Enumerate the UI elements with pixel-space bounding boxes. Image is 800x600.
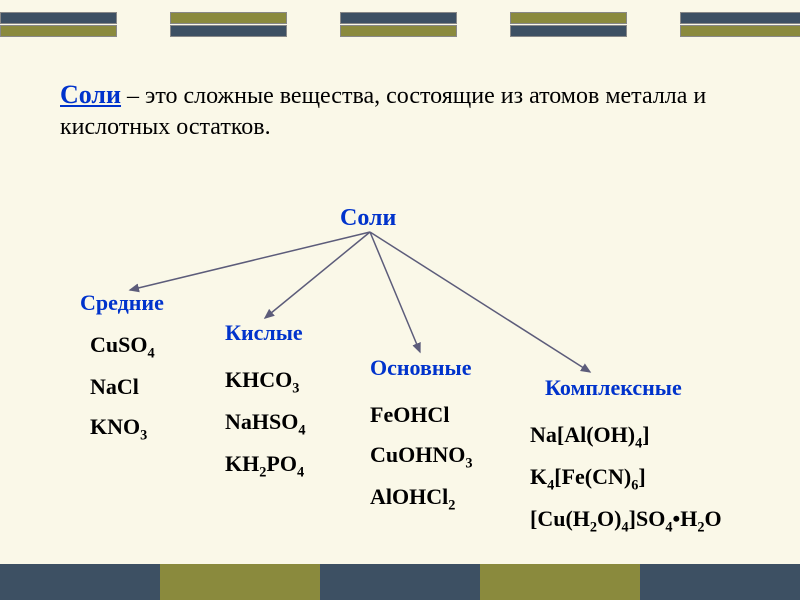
formula: CuOHNO3 (370, 442, 473, 467)
decor-box (340, 12, 457, 24)
decor-box (680, 25, 800, 37)
formula: [Cu(H2O)4]SO4•H2O (530, 506, 722, 531)
category-label: Кислые (225, 320, 303, 346)
bottom-color-strip (0, 564, 800, 600)
formula: AlOHCl2 (370, 484, 455, 509)
top-decor-band (0, 12, 800, 36)
bottom-stripe (160, 564, 320, 600)
bottom-stripe (640, 564, 800, 600)
decor-box (510, 12, 627, 24)
definition-text: Соли – это сложные вещества, состоящие и… (60, 78, 740, 143)
formula: Na[Al(OH)4] (530, 422, 650, 447)
decor-box (0, 12, 117, 24)
formula: CuSO4 (90, 332, 155, 357)
formula: KNO3 (90, 414, 147, 439)
decor-box (510, 25, 627, 37)
slide: Соли – это сложные вещества, состоящие и… (0, 0, 800, 600)
decor-box (680, 12, 800, 24)
decor-box (170, 12, 287, 24)
category-label: Основные (370, 355, 472, 381)
formula-list: KHCO3 NaHSO4 KH2PO4 (225, 360, 306, 486)
decor-box (170, 25, 287, 37)
category-label: Средние (80, 290, 164, 316)
category-label: Комплексные (545, 375, 682, 401)
formula: FeOHCl (370, 402, 449, 427)
bottom-stripe (320, 564, 480, 600)
formula: KH2PO4 (225, 451, 304, 476)
bottom-stripe (0, 564, 160, 600)
bottom-stripe (480, 564, 640, 600)
formula-list: CuSO4 NaCl KNO3 (90, 325, 155, 449)
definition-body: – это сложные вещества, состоящие из ато… (60, 83, 706, 140)
decor-box (340, 25, 457, 37)
decor-box (0, 25, 117, 37)
formula-list: FeOHCl CuOHNO3 AlOHCl2 (370, 395, 473, 519)
formula: NaHSO4 (225, 409, 306, 434)
formula: NaCl (90, 374, 139, 399)
definition-term: Соли (60, 80, 121, 109)
formula-list: Na[Al(OH)4] K4[Fe(CN)6] [Cu(H2O)4]SO4•H2O (530, 415, 722, 541)
diagram-root: Соли (340, 205, 396, 232)
formula: K4[Fe(CN)6] (530, 464, 646, 489)
formula: KHCO3 (225, 367, 299, 392)
